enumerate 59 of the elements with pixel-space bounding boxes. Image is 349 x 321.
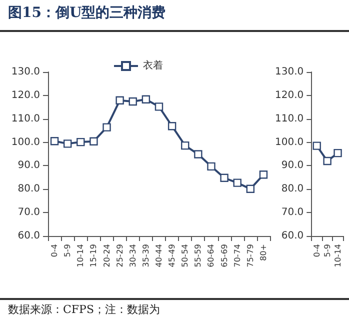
point (168, 122, 176, 130)
point (312, 142, 321, 150)
y-tick-label: 70.0 (281, 207, 304, 218)
point (323, 156, 332, 166)
x-tick-label: 0-4 (312, 244, 322, 258)
y-tick-label: 130.0 (11, 66, 40, 78)
y-tick-label: 120.0 (11, 90, 40, 101)
y-tick-label: 90.0 (18, 160, 40, 172)
point (233, 178, 242, 187)
y-tick-label: 80.0 (281, 184, 304, 195)
y-tick-label: 110.0 (274, 113, 304, 124)
x-tick-label: 50-54 (180, 244, 190, 268)
y-tick-label: 110.0 (11, 113, 40, 124)
y-tick-label: 90.0 (281, 160, 304, 172)
x-tick-label: 5-9 (63, 244, 72, 258)
x-tick-label: 75-79 (246, 244, 255, 268)
source-note: 数据来源：CFPS；注：数据为 (8, 302, 160, 317)
x-tick-label: 10-14 (76, 244, 86, 268)
x-tick-label: 5-9 (322, 244, 332, 258)
point (259, 170, 268, 179)
y-tick-label: 60.0 (281, 230, 304, 242)
y-tick-label: 70.0 (18, 207, 40, 218)
y-tick-label: 130.0 (274, 66, 304, 78)
x-tick-label: 25-29 (115, 244, 124, 268)
x-tick-label: 20-24 (102, 244, 112, 268)
x-tick-label: 40-44 (154, 244, 164, 268)
x-tick-label: 0-4 (50, 244, 60, 258)
x-tick-label: 80+ (258, 244, 268, 261)
x-tick-label: 70-74 (232, 244, 242, 268)
y-tick-label: 120.0 (274, 90, 304, 101)
point (63, 140, 72, 148)
x-tick-label: 15-19 (89, 244, 98, 268)
point (102, 123, 111, 132)
y-tick-label: 80.0 (18, 184, 40, 195)
x-tick-label: 10-14 (333, 244, 342, 268)
point (181, 141, 190, 150)
y-tick-label: 60.0 (18, 230, 40, 242)
y-tick-label: 100.0 (274, 136, 304, 148)
x-tick-label: 30-34 (128, 244, 138, 268)
chart-title: 图15：倒U型的三种消费 (8, 4, 166, 22)
point (334, 148, 342, 158)
point (50, 137, 59, 146)
point (154, 102, 164, 111)
y-tick-label: 100.0 (11, 136, 40, 148)
point (220, 174, 228, 182)
x-tick-label: 45-49 (168, 244, 177, 268)
x-tick-label: 55-59 (194, 244, 203, 268)
x-tick-label: 35-39 (141, 244, 150, 268)
legend-label: 衣着 (143, 60, 163, 72)
point (76, 138, 85, 146)
point (116, 96, 124, 104)
point (90, 137, 98, 146)
x-tick-label: 65-69 (220, 244, 229, 268)
point (207, 162, 216, 171)
point (128, 97, 137, 106)
point (142, 95, 150, 104)
point (194, 150, 202, 158)
point (246, 184, 255, 194)
x-tick-label: 60-64 (206, 244, 216, 268)
